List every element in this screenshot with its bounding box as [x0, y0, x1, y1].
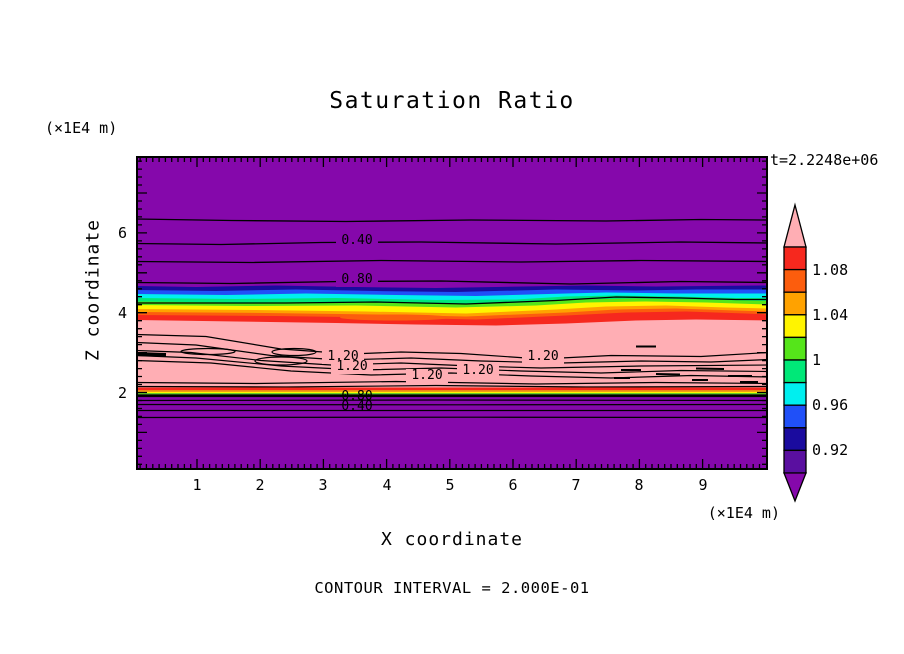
contour-interval-note: CONTOUR INTERVAL = 2.000E-01	[314, 579, 590, 597]
lower-purple-region	[136, 397, 768, 470]
cb-label-100: 1	[812, 351, 822, 369]
x-tick-8: 8	[634, 476, 644, 494]
contour-line-1-00	[136, 296, 768, 305]
plot-frame	[136, 156, 768, 470]
contour-plot	[136, 156, 768, 470]
contour-label-080-lower: 0.80	[341, 389, 373, 404]
page-title: Saturation Ratio	[329, 88, 575, 114]
pink-region	[136, 319, 768, 389]
z-tick-4: 4	[117, 304, 127, 322]
x-tick-2: 2	[255, 476, 265, 494]
cb-seg-green	[783, 359, 807, 384]
contour-label-120-e: 1.20	[522, 350, 564, 364]
cb-seg-cyan	[783, 381, 807, 406]
cb-seg-blue	[783, 404, 807, 429]
cb-seg-red	[783, 246, 807, 271]
colorbar	[783, 202, 807, 503]
strip-red	[136, 387, 768, 391]
upper-contour-lines	[136, 218, 768, 285]
strip-orange	[136, 390, 768, 392]
x-tick-6: 6	[508, 476, 518, 494]
plot-ticks	[138, 158, 766, 468]
lower-contour-lines	[136, 399, 768, 419]
cb-seg-orange	[783, 291, 807, 316]
strip-chartreuse	[136, 393, 768, 395]
cb-seg-violet	[783, 449, 807, 474]
z-tick-2: 2	[117, 384, 127, 402]
strip-yellow	[136, 391, 768, 394]
z-tick-6: 6	[117, 224, 127, 242]
x-axis-title: X coordinate	[380, 529, 524, 550]
pink-region-contours	[136, 333, 768, 388]
contour-label-120-c: 1.20	[406, 369, 448, 383]
x-tick-1: 1	[192, 476, 202, 494]
contour-label-040-lower: 0.40	[341, 399, 373, 414]
hot-blob	[340, 314, 450, 321]
colorbar-segments	[783, 246, 807, 474]
x-tick-3: 3	[318, 476, 328, 494]
strip-contour-cluster	[136, 394, 768, 398]
contour-label-040-upper: 0.40	[336, 234, 378, 248]
x-tick-7: 7	[571, 476, 581, 494]
x-tick-4: 4	[382, 476, 392, 494]
contour-label-120-d: 1.20	[457, 364, 499, 378]
cb-seg-chartreuse	[783, 336, 807, 361]
colorbar-arrow-top	[783, 202, 807, 248]
cb-label-108: 1.08	[812, 260, 849, 279]
cb-label-096: 0.96	[812, 396, 849, 415]
time-annotation: t=2.2248e+06	[770, 151, 879, 169]
lower-transition-strip	[136, 387, 768, 470]
cb-label-092: 0.92	[812, 441, 849, 460]
contour-label-080-upper: 0.80	[336, 273, 378, 287]
x-tick-9: 9	[698, 476, 708, 494]
cb-seg-yellow	[783, 314, 807, 339]
z-axis-unit-label: (×1E4 m)	[45, 119, 118, 137]
cb-label-104: 1.04	[812, 305, 849, 324]
cb-seg-navy	[783, 427, 807, 452]
x-axis-unit-label: (×1E4 m)	[707, 504, 780, 522]
colorbar-arrow-bottom	[783, 472, 807, 503]
x-tick-5: 5	[445, 476, 455, 494]
cb-seg-orangered	[783, 268, 807, 293]
contour-label-120-b: 1.20	[331, 360, 373, 374]
